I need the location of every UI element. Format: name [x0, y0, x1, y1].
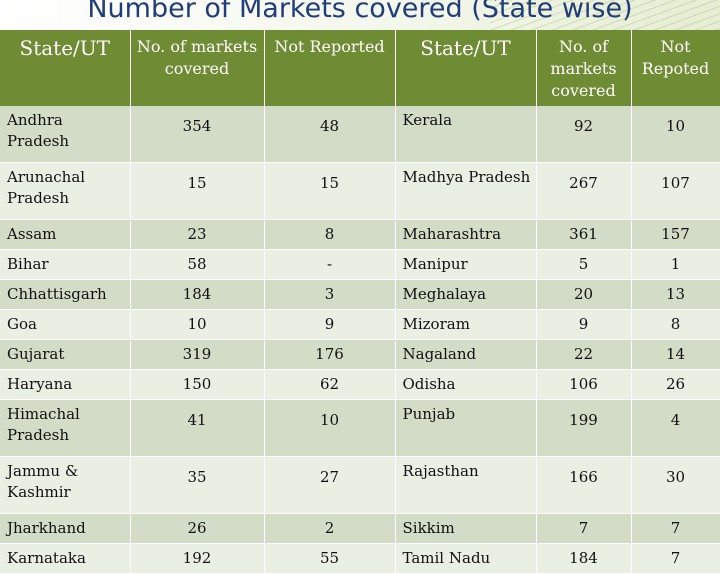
not-reported-cell: 176 [264, 339, 396, 370]
table-row: Haryana 150 62 Odisha 106 26 [0, 369, 720, 400]
not-reported-cell: 13 [631, 279, 720, 310]
state-cell: Jharkhand [0, 513, 131, 544]
not-reported-cell: 62 [264, 369, 396, 400]
header-markets-covered-left: No. of markets covered [130, 30, 265, 106]
markets-cell: 10 [130, 309, 265, 340]
markets-cell: 192 [130, 543, 265, 574]
markets-cell: 5 [536, 249, 632, 280]
state-cell: Haryana [0, 369, 131, 400]
markets-cell: 319 [130, 339, 265, 370]
markets-cell: 26 [130, 513, 265, 544]
markets-cell: 58 [130, 249, 265, 280]
markets-cell: 7 [536, 513, 632, 544]
state-cell: Odisha [395, 369, 537, 400]
not-reported-cell: 9 [264, 309, 396, 340]
markets-cell: 106 [536, 369, 632, 400]
table-row: Chhattisgarh 184 3 Meghalaya 20 13 [0, 279, 720, 310]
not-reported-cell: 107 [631, 162, 720, 220]
not-reported-cell: 1 [631, 249, 720, 280]
not-reported-cell: 8 [631, 309, 720, 340]
state-cell: Andhra Pradesh [0, 106, 131, 163]
state-cell: Meghalaya [395, 279, 537, 310]
state-cell: Chhattisgarh [0, 279, 131, 310]
slide-title: Number of Markets covered (State wise) [87, 0, 633, 24]
table-row: Himachal Pradesh 41 10 Punjab 199 4 [0, 399, 720, 457]
state-cell: Madhya Pradesh [395, 162, 537, 220]
header-not-reported-right: Not Repoted [631, 30, 720, 106]
markets-cell: 267 [536, 162, 632, 220]
markets-cell: 41 [130, 399, 265, 457]
markets-cell: 184 [130, 279, 265, 310]
table-row: Arunachal Pradesh 15 15 Madhya Pradesh 2… [0, 162, 720, 220]
table-row: Andhra Pradesh 354 48 Kerala 92 10 [0, 106, 720, 163]
not-reported-cell: 30 [631, 456, 720, 514]
markets-cell: 20 [536, 279, 632, 310]
state-cell: Karnataka [0, 543, 131, 574]
title-band [0, 0, 720, 30]
markets-cell: 15 [130, 162, 265, 220]
markets-cell: 166 [536, 456, 632, 514]
not-reported-cell: 7 [631, 513, 720, 544]
not-reported-cell: 26 [631, 369, 720, 400]
markets-cell: 35 [130, 456, 265, 514]
markets-cell: 199 [536, 399, 632, 457]
table-row: Karnataka 192 55 Tamil Nadu 184 7 [0, 543, 720, 574]
state-cell: Goa [0, 309, 131, 340]
markets-cell: 361 [536, 219, 632, 250]
state-cell: Punjab [395, 399, 537, 457]
not-reported-cell: 48 [264, 106, 396, 163]
markets-cell: 22 [536, 339, 632, 370]
not-reported-cell: 10 [264, 399, 396, 457]
markets-cell: 150 [130, 369, 265, 400]
state-cell: Assam [0, 219, 131, 250]
state-cell: Manipur [395, 249, 537, 280]
not-reported-cell: 14 [631, 339, 720, 370]
state-cell: Bihar [0, 249, 131, 280]
state-cell: Sikkim [395, 513, 537, 544]
not-reported-cell: 8 [264, 219, 396, 250]
markets-cell: 92 [536, 106, 632, 163]
table-row: Gujarat 319 176 Nagaland 22 14 [0, 339, 720, 370]
table-row: Jharkhand 26 2 Sikkim 7 7 [0, 513, 720, 544]
markets-cell: 354 [130, 106, 265, 163]
state-cell: Tamil Nadu [395, 543, 537, 574]
table-row: Goa 10 9 Mizoram 9 8 [0, 309, 720, 340]
markets-table: State/UT No. of markets covered Not Repo… [0, 30, 720, 574]
table-row: Bihar 58 - Manipur 5 1 [0, 249, 720, 280]
header-state-ut-right: State/UT [395, 30, 537, 106]
markets-cell: 23 [130, 219, 265, 250]
state-cell: Jammu & Kashmir [0, 456, 131, 514]
state-cell: Kerala [395, 106, 537, 163]
state-cell: Arunachal Pradesh [0, 162, 131, 220]
markets-cell: 9 [536, 309, 632, 340]
state-cell: Mizoram [395, 309, 537, 340]
not-reported-cell: 27 [264, 456, 396, 514]
table-row: Jammu & Kashmir 35 27 Rajasthan 166 30 [0, 456, 720, 514]
state-cell: Rajasthan [395, 456, 537, 514]
state-cell: Himachal Pradesh [0, 399, 131, 457]
not-reported-cell: 3 [264, 279, 396, 310]
state-cell: Nagaland [395, 339, 537, 370]
not-reported-cell: 55 [264, 543, 396, 574]
markets-cell: 184 [536, 543, 632, 574]
not-reported-cell: 15 [264, 162, 396, 220]
not-reported-cell: 157 [631, 219, 720, 250]
table-row: Assam 23 8 Maharashtra 361 157 [0, 219, 720, 250]
state-cell: Gujarat [0, 339, 131, 370]
header-not-reported-left: Not Reported [264, 30, 396, 106]
not-reported-cell: 4 [631, 399, 720, 457]
not-reported-cell: - [264, 249, 396, 280]
header-row: State/UT No. of markets covered Not Repo… [0, 30, 720, 106]
not-reported-cell: 7 [631, 543, 720, 574]
not-reported-cell: 2 [264, 513, 396, 544]
header-markets-covered-right: No. of markets covered [536, 30, 632, 106]
header-state-ut-left: State/UT [0, 30, 131, 106]
state-cell: Maharashtra [395, 219, 537, 250]
not-reported-cell: 10 [631, 106, 720, 163]
